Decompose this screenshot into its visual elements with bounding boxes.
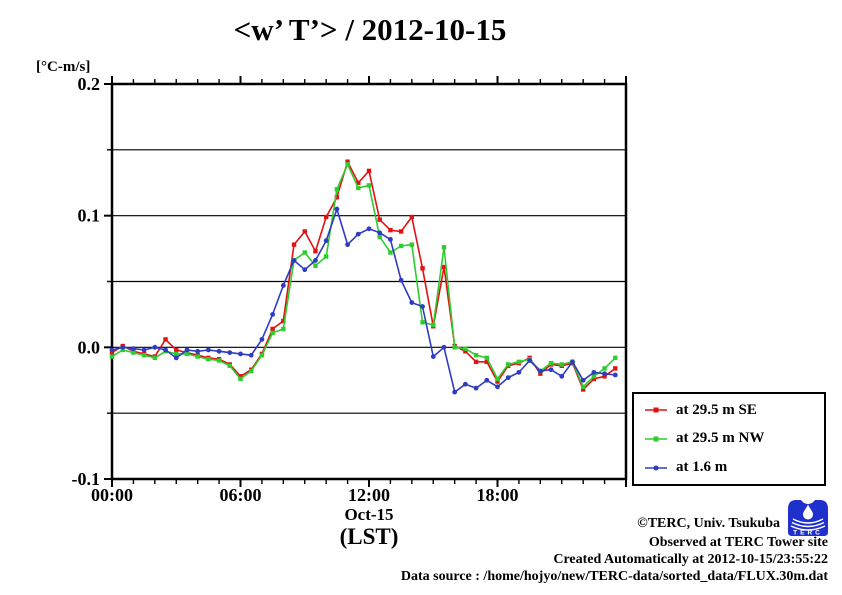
x-tick-label: 12:00	[348, 485, 390, 505]
legend-item-1-6m: at 1.6 m	[644, 459, 824, 476]
series-at-29-5-m-se	[109, 159, 618, 392]
logo-arc-1	[792, 518, 824, 524]
x-axis-date-label: Oct-15	[344, 505, 394, 524]
created-line: Created Automatically at 2012-10-15/23:5…	[553, 552, 828, 567]
credit-line: ©TERC, Univ. Tsukuba	[637, 516, 780, 531]
observed-line: Observed at TERC Tower site	[648, 535, 828, 550]
legend-item-29-5m-se: at 29.5 m SE	[644, 402, 824, 419]
y-tick-label: 0.1	[78, 206, 101, 226]
logo-text: TERC	[793, 530, 823, 537]
axis-tick-labels: 00:00 06:00 12:00 18:00 0.2 0.1 0.0 -0.1	[72, 74, 519, 505]
legend-item-29-5m-nw: at 29.5 m NW	[644, 430, 824, 447]
legend-label: at 29.5 m SE	[676, 401, 757, 418]
series-at-1-6-m	[109, 206, 618, 395]
legend-box: at 29.5 m SE at 29.5 m NW at 1.6 m	[632, 392, 826, 486]
logo-drop-icon	[803, 504, 813, 520]
legend-label: at 1.6 m	[676, 459, 728, 476]
y-tick-label: -0.1	[72, 469, 101, 489]
logo-arc-2	[791, 521, 825, 528]
x-tick-label: 06:00	[220, 485, 262, 505]
terc-logo: TERC	[788, 500, 828, 537]
green-line-marker-icon	[645, 436, 667, 442]
red-line-marker-icon	[645, 407, 667, 413]
x-tick-label: 00:00	[91, 485, 133, 505]
y-tick-label: 0.0	[78, 337, 101, 357]
gridlines	[112, 149, 626, 414]
x-tick-label: 18:00	[477, 485, 519, 505]
blue-line-marker-icon	[645, 465, 667, 471]
y-axis-unit-label: [°C-m/s]	[36, 59, 91, 75]
page-title: <w’ T’> / 2012-10-15	[233, 12, 507, 47]
data-source-line: Data source : /home/hojyo/new/TERC-data/…	[400, 569, 828, 584]
y-tick-label: 0.2	[78, 74, 101, 94]
legend-label: at 29.5 m NW	[676, 430, 765, 447]
axis-ticks	[104, 76, 627, 487]
logo-arc-3	[790, 525, 826, 531]
x-axis-timezone-label: (LST)	[339, 524, 399, 549]
series-at-29-5-m-nw	[109, 162, 618, 390]
